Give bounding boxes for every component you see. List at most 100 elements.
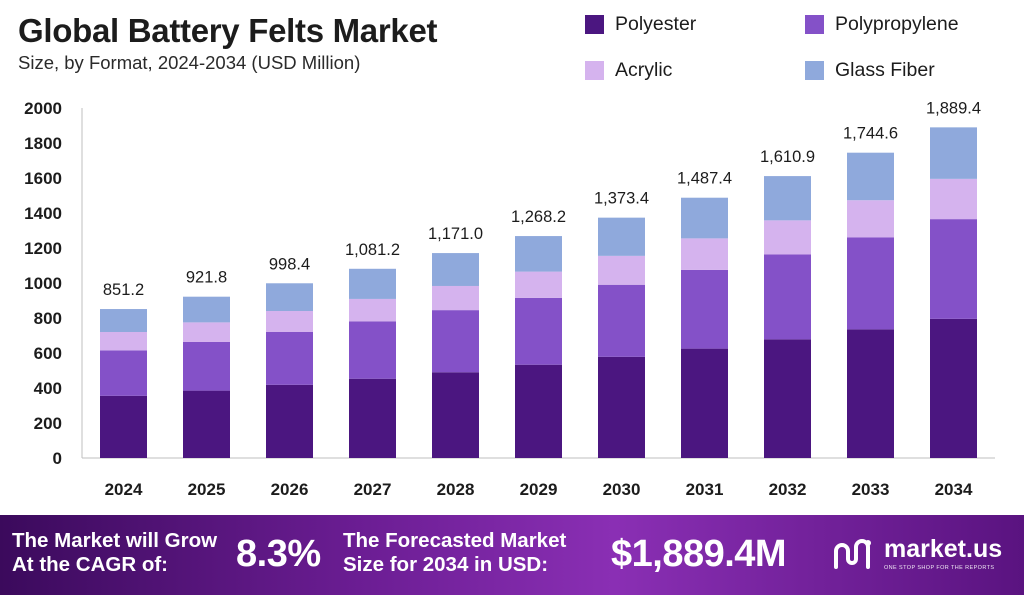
legend-swatch-polyester (585, 15, 604, 34)
bar-segment-glass-fiber (100, 309, 147, 332)
bar-total-label: 1,268.2 (511, 208, 566, 226)
bar-segment-acrylic (930, 178, 977, 220)
bar-segment-polypropylene (432, 310, 479, 373)
bar-segment-glass-fiber (432, 253, 479, 286)
cagr-caption-text: The Market will Grow At the CAGR of: (12, 529, 218, 576)
x-tick-label: 2033 (852, 480, 890, 499)
bar-total-label: 1,889.4 (926, 99, 981, 117)
legend-swatch-polypropylene (805, 15, 824, 34)
bar-segment-acrylic (432, 285, 479, 311)
legend: Polyester Polypropylene Acrylic Glass Fi… (585, 10, 1015, 90)
x-tick-label: 2024 (105, 480, 143, 499)
bar-segment-polypropylene (100, 350, 147, 396)
bar-segment-polyester (681, 348, 728, 458)
legend-label-polyester: Polyester (615, 13, 697, 35)
bar-segment-acrylic (681, 238, 728, 270)
bar-segment-acrylic (598, 255, 645, 285)
bar-segment-polypropylene (349, 321, 396, 379)
bar-segment-acrylic (847, 200, 894, 238)
bar-total-label: 1,373.4 (594, 190, 649, 208)
bar-total-label: 1,171.0 (428, 225, 483, 243)
bar-total-label: 921.8 (186, 269, 227, 287)
bar-segment-polyester (764, 339, 811, 458)
y-tick-label: 800 (34, 309, 62, 328)
forecast-caption-text: The Forecasted Market Size for 2034 in US… (343, 529, 567, 576)
bar-total-label: 998.4 (269, 255, 310, 273)
bar-segment-polyester (432, 372, 479, 458)
brand-name: market.us (884, 535, 1003, 563)
bar-segment-polypropylene (764, 254, 811, 340)
bar-segment-polyester (183, 390, 230, 458)
bar-segment-polypropylene (847, 237, 894, 330)
bar-segment-acrylic (764, 220, 811, 255)
bar-segment-acrylic (100, 332, 147, 351)
summary-banner: The Market will Grow At the CAGR of: 8.3%… (0, 515, 1024, 595)
bar-total-label: 851.2 (103, 281, 144, 299)
x-tick-label: 2026 (271, 480, 309, 499)
x-tick-label: 2032 (769, 480, 807, 499)
y-tick-label: 400 (34, 379, 62, 398)
y-tick-label: 0 (53, 449, 62, 468)
chart-subtitle: Size, by Format, 2024-2034 (USD Million) (18, 52, 361, 73)
x-tick-label: 2031 (686, 480, 724, 499)
forecast-value: $1,889.4M (611, 533, 787, 575)
y-tick-label: 1200 (24, 239, 62, 258)
y-tick-label: 2000 (24, 99, 62, 118)
bar-total-label: 1,081.2 (345, 241, 400, 259)
y-tick-label: 1600 (24, 169, 62, 188)
y-tick-label: 600 (34, 344, 62, 363)
bar-segment-glass-fiber (681, 197, 728, 239)
y-tick-label: 1800 (24, 134, 62, 153)
x-tick-label: 2034 (935, 480, 973, 499)
bar-segment-polyester (100, 395, 147, 458)
bar-segment-polypropylene (183, 341, 230, 391)
x-tick-label: 2027 (354, 480, 392, 499)
bar-segment-glass-fiber (598, 217, 645, 256)
cagr-value: 8.3% (236, 533, 321, 575)
bar-segment-polypropylene (515, 297, 562, 365)
brand-logo: market.us ONE STOP SHOP FOR THE REPORTS (832, 537, 1002, 571)
legend-swatch-glass-fiber (805, 61, 824, 80)
bar-segment-acrylic (515, 271, 562, 298)
bar-segment-polyester (930, 318, 977, 458)
bar-segment-polyester (266, 384, 313, 458)
bar-segment-polypropylene (266, 332, 313, 385)
bar-segment-polyester (847, 329, 894, 458)
x-tick-label: 2029 (520, 480, 558, 499)
legend-item-polyester: Polyester (585, 13, 696, 36)
chart-title: Global Battery Felts Market (18, 12, 438, 49)
bar-segment-polyester (598, 356, 645, 458)
legend-item-acrylic: Acrylic (585, 59, 672, 82)
y-tick-label: 1400 (24, 204, 62, 223)
brand-tagline: ONE STOP SHOP FOR THE REPORTS (884, 565, 995, 571)
legend-label-glass-fiber: Glass Fiber (835, 59, 935, 81)
bar-segment-polypropylene (598, 284, 645, 357)
legend-item-glass-fiber: Glass Fiber (805, 59, 935, 82)
legend-label-polypropylene: Polypropylene (835, 13, 959, 35)
bar-segment-glass-fiber (930, 127, 977, 179)
forecast-caption: The Forecasted Market Size for 2034 in US… (343, 529, 566, 576)
market-us-logo-icon (834, 539, 871, 569)
bar-total-label: 1,744.6 (843, 125, 898, 143)
x-tick-label: 2028 (437, 480, 475, 499)
bar-segment-polyester (515, 364, 562, 458)
legend-label-acrylic: Acrylic (615, 59, 673, 81)
y-tick-label: 200 (34, 414, 62, 433)
legend-swatch-acrylic (585, 61, 604, 80)
bar-segment-glass-fiber (349, 268, 396, 299)
bar-segment-acrylic (349, 298, 396, 322)
bar-segment-glass-fiber (764, 176, 811, 221)
bar-segment-glass-fiber (183, 296, 230, 323)
cagr-caption: The Market will Grow At the CAGR of: (12, 529, 217, 576)
bar-segment-polyester (349, 378, 396, 458)
bar-segment-glass-fiber (266, 283, 313, 311)
stacked-bar-chart: 0 200 400 600 800 1000 1200 1400 1600 1800 2000 851… (24, 99, 995, 499)
y-tick-label: 1000 (24, 274, 62, 293)
bar-segment-acrylic (183, 322, 230, 342)
legend-item-polypropylene: Polypropylene (805, 13, 959, 36)
x-tick-label: 2030 (603, 480, 641, 499)
x-tick-label: 2025 (188, 480, 226, 499)
bar-segment-acrylic (266, 311, 313, 332)
bar-segment-glass-fiber (515, 236, 562, 272)
bar-total-label: 1,610.9 (760, 148, 815, 166)
